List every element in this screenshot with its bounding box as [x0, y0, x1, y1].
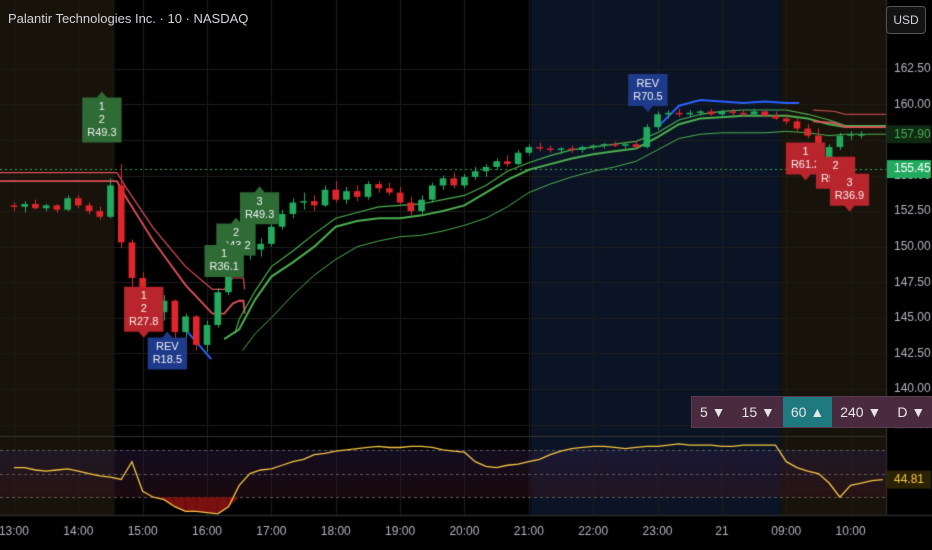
- currency-button[interactable]: USD: [886, 6, 926, 34]
- timeframe-5: 5 ▼: [700, 404, 726, 420]
- chart-title: Palantir Technologies Inc. · 10 · NASDAQ: [8, 11, 249, 26]
- timeframe-240: 240 ▼: [840, 404, 882, 420]
- timeframe-15: 15 ▼: [741, 404, 775, 420]
- timeframe-d: D ▼: [897, 404, 926, 420]
- timeframe-trend-bar: 5 ▼ 15 ▼ 60 ▲ 240 ▼ D ▼: [691, 396, 932, 428]
- timeframe-60: 60 ▲: [782, 397, 833, 427]
